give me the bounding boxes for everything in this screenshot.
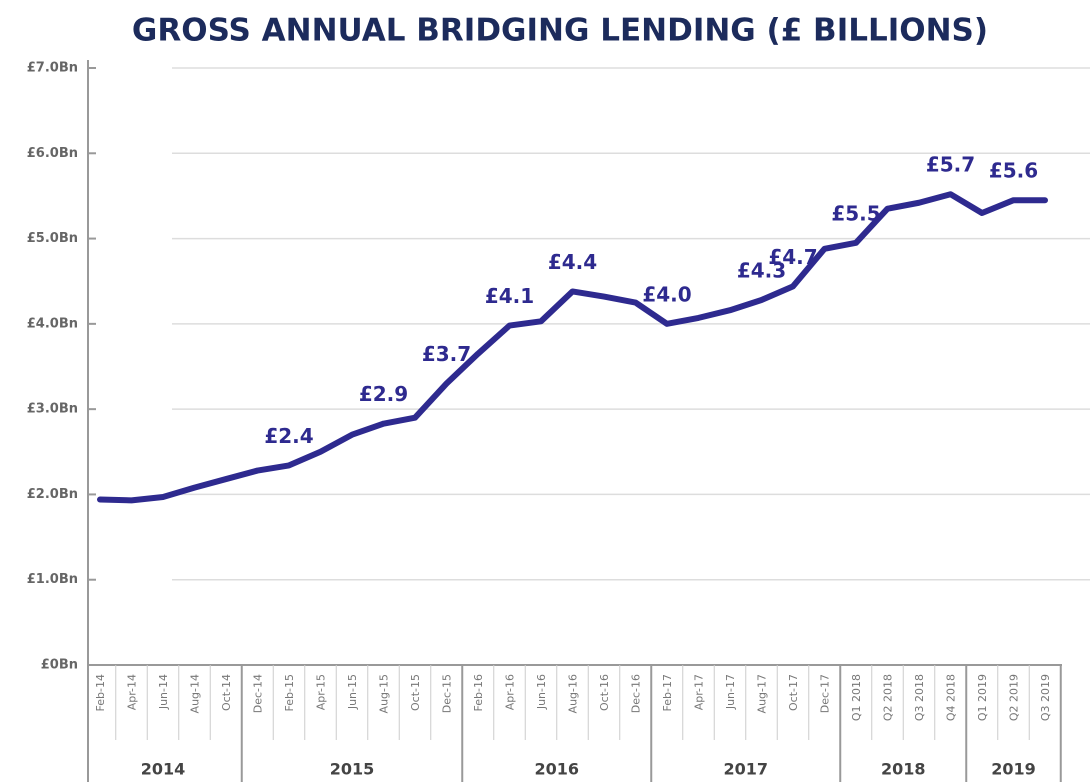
x-tick-label: Dec-14 xyxy=(252,674,265,713)
x-tick-label: Dec-15 xyxy=(441,674,454,713)
data-annotation: £2.4 xyxy=(264,424,313,448)
chart-title: GROSS ANNUAL BRIDGING LENDING (£ BILLION… xyxy=(132,13,988,49)
data-annotation: £4.7 xyxy=(768,245,817,269)
x-tick-label: Q1 2018 xyxy=(850,674,863,721)
x-tick-label: Feb-14 xyxy=(94,674,107,711)
x-tick-label: Oct-17 xyxy=(787,674,800,711)
x-tick-label: Jun-17 xyxy=(724,674,737,710)
data-annotation: £4.1 xyxy=(485,284,534,308)
y-tick-label: £3.0Bn xyxy=(27,402,78,417)
data-annotation: £4.3 xyxy=(737,258,786,282)
year-label: 2017 xyxy=(723,760,768,779)
data-annotation: £4.0 xyxy=(642,282,691,306)
year-label: 2018 xyxy=(881,760,926,779)
data-annotation: £2.9 xyxy=(359,382,408,406)
x-tick-label: Apr-16 xyxy=(504,674,517,710)
y-tick-label: £2.0Bn xyxy=(27,487,78,502)
x-tick-label: Jun-15 xyxy=(346,674,359,710)
y-tick-label: £6.0Bn xyxy=(27,146,78,161)
data-annotation: £4.4 xyxy=(548,250,597,274)
x-tick-label: Apr-17 xyxy=(693,674,706,710)
x-tick-label: Jun-16 xyxy=(535,674,548,710)
x-tick-label: Oct-14 xyxy=(220,674,233,711)
x-tick-label: Aug-15 xyxy=(378,674,391,713)
x-tick-label: Oct-16 xyxy=(598,674,611,711)
x-tick-label: Q1 2019 xyxy=(976,674,989,721)
y-tick-label: £1.0Bn xyxy=(27,572,78,587)
x-tick-label: Oct-15 xyxy=(409,674,422,711)
x-tick-label: Q2 2019 xyxy=(1008,674,1021,721)
year-label: 2015 xyxy=(330,760,375,779)
data-annotation: £5.5 xyxy=(831,201,880,225)
year-label: 2019 xyxy=(991,760,1036,779)
x-tick-label: Dec-16 xyxy=(630,674,643,713)
data-annotation: £5.6 xyxy=(989,159,1038,183)
x-tick-label: Q4 2018 xyxy=(945,674,958,721)
y-tick-label: £4.0Bn xyxy=(27,316,78,331)
x-tick-label: Dec-17 xyxy=(819,674,832,713)
data-annotation: £5.7 xyxy=(926,153,975,177)
x-tick-label: Apr-14 xyxy=(126,674,139,710)
x-tick-label: Aug-14 xyxy=(189,674,202,713)
year-label: 2016 xyxy=(534,760,579,779)
x-tick-label: Q2 2018 xyxy=(882,674,895,721)
x-tick-label: Feb-17 xyxy=(661,674,674,711)
x-tick-label: Aug-17 xyxy=(756,674,769,713)
x-tick-label: Feb-16 xyxy=(472,674,485,711)
x-tick-label: Q3 2018 xyxy=(913,674,926,721)
x-tick-label: Aug-16 xyxy=(567,674,580,713)
x-tick-label: Q3 2019 xyxy=(1039,674,1052,721)
x-tick-label: Feb-15 xyxy=(283,674,296,711)
y-tick-label: £5.0Bn xyxy=(27,231,78,246)
year-label: 2014 xyxy=(141,760,186,779)
y-tick-label: £7.0Bn xyxy=(27,61,78,76)
data-line xyxy=(97,191,1048,504)
y-tick-label: £0Bn xyxy=(41,658,78,673)
x-tick-label: Apr-15 xyxy=(315,674,328,710)
data-annotation: £3.7 xyxy=(422,342,471,366)
x-tick-label: Jun-14 xyxy=(157,674,170,710)
